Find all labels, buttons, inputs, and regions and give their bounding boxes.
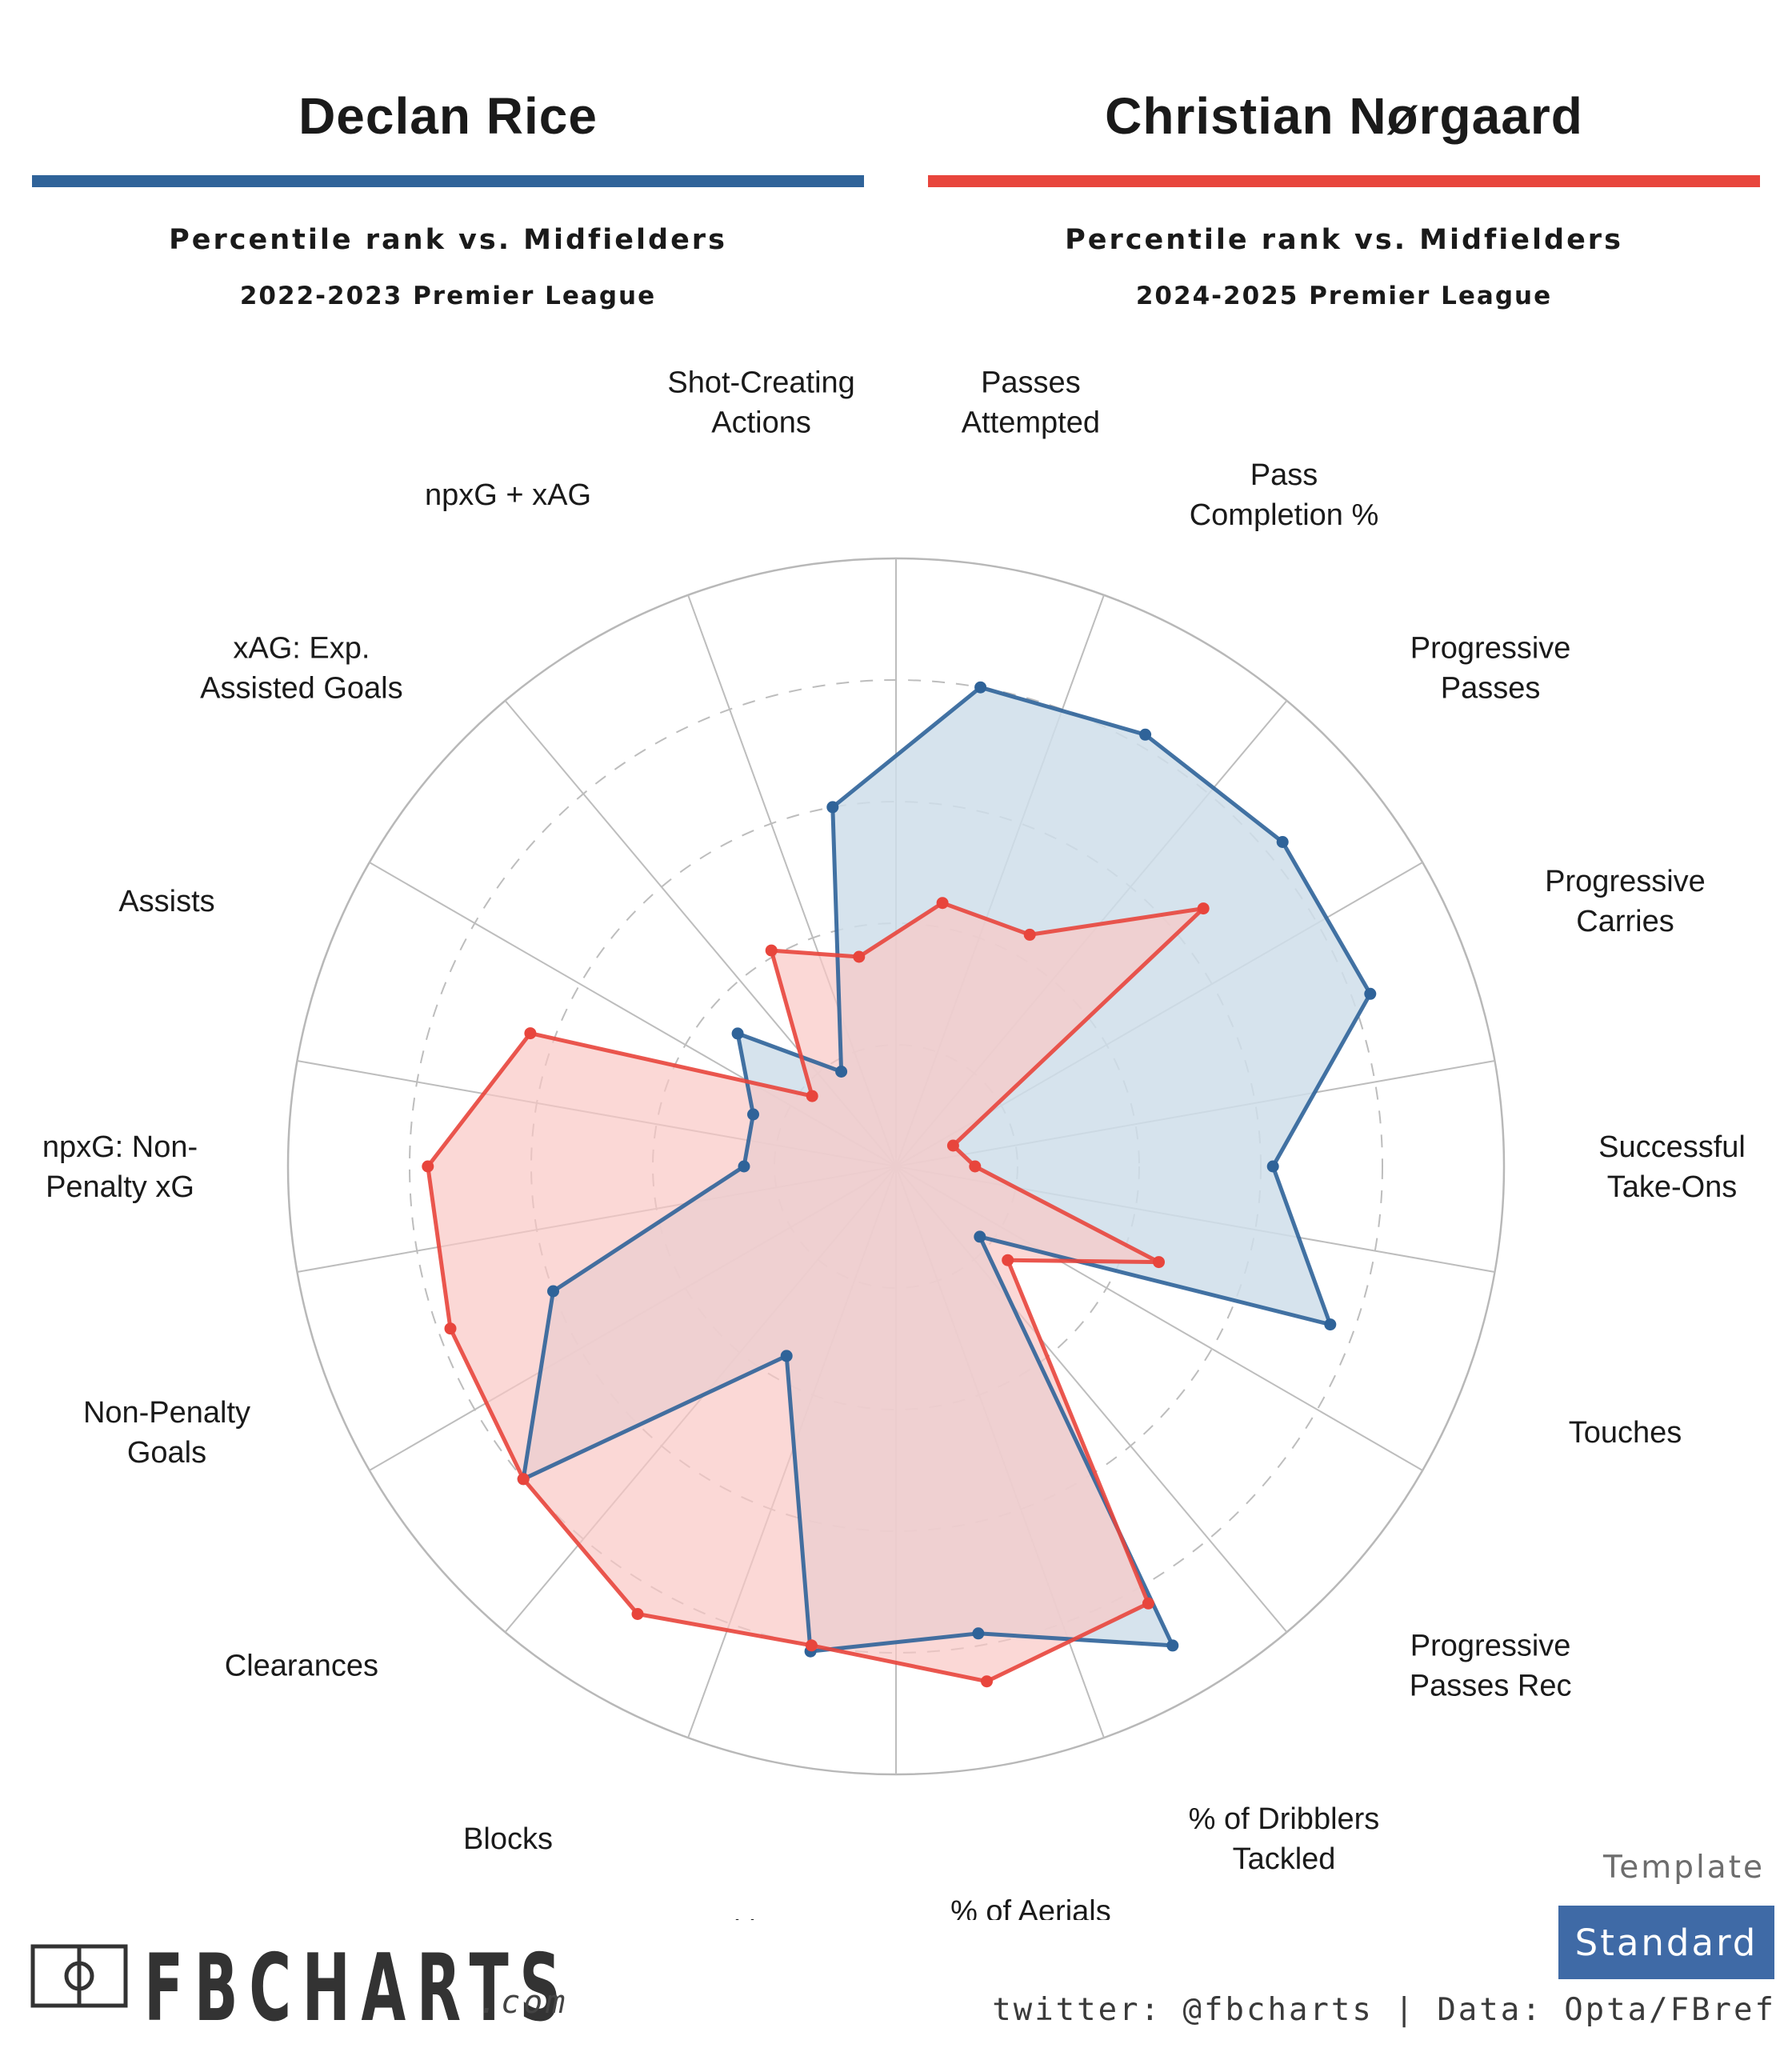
series-1-point bbox=[826, 801, 839, 814]
player-2-name: Christian Nørgaard bbox=[1105, 87, 1583, 145]
series-1-point bbox=[738, 1160, 750, 1173]
logo-wordmark: FBCHARTS bbox=[144, 1934, 572, 2042]
player-2-season: 2024-2025 Premier League bbox=[1135, 282, 1553, 310]
axis-label: Blocks bbox=[463, 1822, 553, 1856]
axis-label: Clearances bbox=[225, 1650, 378, 1683]
series-2-point bbox=[1142, 1597, 1154, 1610]
series-1-point bbox=[972, 1627, 985, 1640]
axis-label: Passes Attempted bbox=[962, 366, 1100, 440]
series-2-point bbox=[946, 1139, 959, 1152]
series-2-point bbox=[1153, 1256, 1165, 1269]
player-1-color-bar bbox=[32, 175, 864, 187]
series-1-point bbox=[974, 1230, 986, 1243]
player-1-subtitle: Percentile rank vs. Midfielders bbox=[169, 224, 727, 256]
series-1-point bbox=[974, 681, 987, 694]
series-2-point bbox=[422, 1160, 434, 1173]
series-2-point bbox=[981, 1675, 993, 1688]
axis-label: Tkl+Int bbox=[715, 1914, 808, 1920]
axis-label: npxG + xAG bbox=[425, 478, 591, 512]
logo-suffix: .com bbox=[478, 1984, 569, 2021]
axis-label: Shot-Creating Actions bbox=[667, 366, 854, 440]
data-credit: twitter: @fbcharts | Data: Opta/FBref bbox=[992, 1992, 1776, 2028]
axis-label: Successful Take-Ons bbox=[1598, 1130, 1746, 1204]
player-1-name: Declan Rice bbox=[298, 87, 598, 145]
axis-label: % of AerialsWon bbox=[950, 1894, 1111, 1920]
series-1-point bbox=[547, 1285, 559, 1298]
radar-chart: Passes Attempted Pass Completion % Progressi… bbox=[42, 366, 1746, 1920]
series-2-point bbox=[444, 1322, 457, 1335]
series-1-point bbox=[1166, 1639, 1179, 1652]
series-1-point bbox=[1324, 1318, 1337, 1331]
series-1-point bbox=[1276, 836, 1289, 848]
axis-label: Progressive Passes bbox=[1410, 632, 1571, 706]
axis-label: Touches bbox=[1569, 1416, 1682, 1450]
player-2-subtitle: Percentile rank vs. Midfielders bbox=[1065, 224, 1623, 256]
series-2-point bbox=[1002, 1254, 1014, 1266]
axis-label: Progressive Passes Rec bbox=[1410, 1630, 1572, 1703]
series-1-point bbox=[747, 1108, 759, 1121]
series-1-point bbox=[731, 1027, 744, 1040]
series-2-point bbox=[765, 944, 778, 957]
series-1-point bbox=[1139, 728, 1152, 741]
pitch-logo-icon bbox=[30, 1944, 128, 2008]
series-2-point bbox=[806, 1090, 818, 1102]
series-1-point bbox=[1266, 1160, 1279, 1173]
axis-label: xAG: Exp. Assisted Goals bbox=[200, 632, 402, 706]
axis-label: % of Dribblers Tackled bbox=[1189, 1802, 1380, 1876]
series-2-point bbox=[853, 950, 866, 963]
series-2-point bbox=[969, 1160, 982, 1173]
axis-label: Non-Penalty Goals bbox=[83, 1396, 250, 1470]
series-2-point bbox=[1023, 928, 1036, 941]
series-1-point bbox=[835, 1066, 848, 1078]
player-1-season: 2022-2023 Premier League bbox=[239, 282, 657, 310]
player-2-color-bar bbox=[928, 175, 1760, 187]
template-standard-button[interactable]: Standard bbox=[1558, 1906, 1774, 1979]
axis-label: Assists bbox=[118, 885, 214, 918]
series-2-point bbox=[517, 1473, 530, 1486]
series-2-point bbox=[631, 1608, 644, 1620]
series-2-point bbox=[805, 1639, 818, 1652]
series-1-point bbox=[1364, 987, 1377, 1000]
series-2-point bbox=[524, 1027, 537, 1040]
series-area-2 bbox=[427, 902, 1204, 1682]
series-1-point bbox=[780, 1350, 793, 1362]
axis-label: Progressive Carries bbox=[1545, 865, 1706, 938]
template-label: Template bbox=[1603, 1850, 1765, 1886]
axis-label: Pass Completion % bbox=[1190, 458, 1379, 532]
series-2-point bbox=[936, 897, 949, 910]
series-2-point bbox=[1197, 902, 1210, 915]
axis-label: npxG: Non-Penalty xG bbox=[42, 1130, 198, 1204]
